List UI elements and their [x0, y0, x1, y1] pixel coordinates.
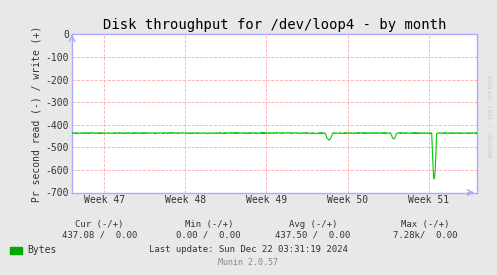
Text: RRDTOOL / TOBI OETIKER: RRDTOOL / TOBI OETIKER — [489, 74, 494, 157]
Text: Max (-/+): Max (-/+) — [401, 220, 449, 229]
Text: 7.28k/  0.00: 7.28k/ 0.00 — [393, 231, 457, 240]
Text: Min (-/+): Min (-/+) — [184, 220, 233, 229]
Text: 437.08 /  0.00: 437.08 / 0.00 — [62, 231, 137, 240]
Title: Disk throughput for /dev/loop4 - by month: Disk throughput for /dev/loop4 - by mont… — [103, 18, 446, 32]
Text: 0.00 /  0.00: 0.00 / 0.00 — [176, 231, 241, 240]
Text: Avg (-/+): Avg (-/+) — [289, 220, 337, 229]
Text: Munin 2.0.57: Munin 2.0.57 — [219, 258, 278, 266]
Y-axis label: Pr second read (-) / write (+): Pr second read (-) / write (+) — [32, 25, 42, 202]
Text: Cur (-/+): Cur (-/+) — [75, 220, 124, 229]
Text: Bytes: Bytes — [27, 245, 57, 255]
Text: Last update: Sun Dec 22 03:31:19 2024: Last update: Sun Dec 22 03:31:19 2024 — [149, 245, 348, 254]
Text: 437.50 /  0.00: 437.50 / 0.00 — [275, 231, 351, 240]
